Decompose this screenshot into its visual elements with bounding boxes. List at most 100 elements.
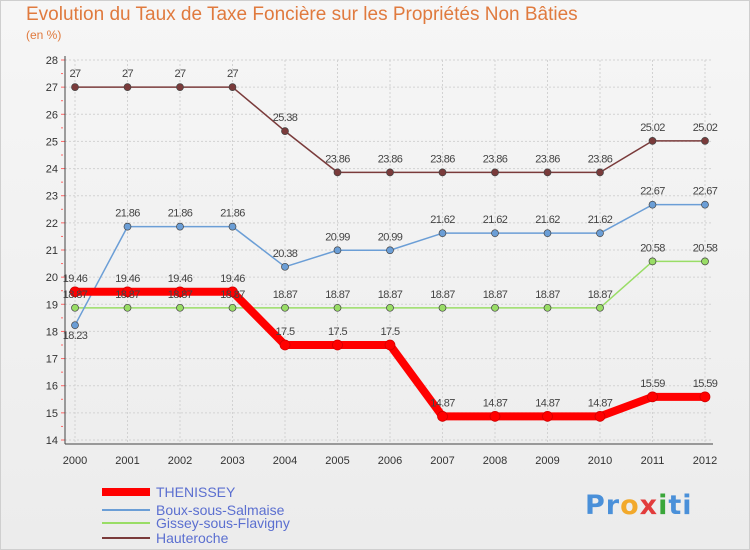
data-point	[386, 168, 394, 177]
logo-part: o	[620, 490, 640, 521]
data-label: 21.62	[430, 214, 455, 226]
x-tick-label: 2012	[693, 455, 717, 467]
legend-swatch-gissey-sous-flavigny	[102, 522, 150, 524]
x-tick-label: 2009	[535, 455, 559, 467]
data-point	[594, 411, 606, 422]
x-tick-label: 2004	[273, 455, 297, 467]
y-tick-label: 19	[46, 299, 58, 311]
data-label: 14.87	[483, 397, 508, 409]
data-label: 23.86	[430, 153, 455, 165]
data-label: 21.62	[588, 214, 613, 226]
data-point	[648, 137, 657, 145]
data-label: 21.62	[535, 214, 560, 226]
logo-part: Pr	[585, 490, 621, 521]
data-point	[701, 137, 709, 145]
data-label: 17.5	[275, 326, 294, 338]
data-point	[596, 303, 604, 312]
data-label: 20.58	[640, 242, 665, 254]
data-point	[491, 168, 499, 177]
data-label: 17.5	[380, 326, 399, 338]
legend-label: THENISSEY	[156, 484, 236, 500]
legend-label: Gissey-sous-Flavigny	[156, 515, 290, 531]
data-label: 18.87	[325, 289, 350, 301]
data-label: 18.87	[588, 289, 613, 301]
y-tick-label: 24	[46, 164, 58, 176]
data-point	[491, 303, 499, 312]
data-label: 20.99	[378, 231, 403, 243]
x-tick-label: 2010	[588, 455, 612, 467]
data-point	[384, 339, 396, 351]
y-tick-label: 28	[46, 55, 58, 67]
y-tick-label: 21	[46, 245, 58, 257]
data-point	[228, 83, 237, 91]
data-point	[438, 168, 447, 177]
data-point	[228, 222, 237, 231]
legend-label: Hauteroche	[156, 530, 229, 546]
data-point	[489, 411, 501, 422]
data-point	[176, 83, 184, 91]
data-point	[227, 286, 238, 298]
y-tick-label: 26	[46, 109, 58, 121]
data-label: 25.38	[273, 112, 298, 124]
data-point	[228, 303, 237, 312]
data-point	[71, 83, 79, 91]
data-label: 21.86	[168, 208, 193, 220]
data-point	[648, 257, 657, 266]
data-label: 21.86	[115, 208, 140, 220]
logo-part: x	[639, 490, 659, 521]
data-label: 23.86	[325, 153, 350, 165]
data-label: 23.86	[535, 153, 560, 165]
data-label: 23.86	[483, 153, 508, 165]
chart-unit-label: (en %)	[26, 28, 62, 42]
data-point	[71, 303, 79, 312]
data-point	[386, 246, 394, 255]
data-point	[699, 391, 711, 403]
data-label: 27	[122, 68, 134, 80]
data-label: 15.59	[640, 378, 665, 390]
x-tick-label: 2001	[115, 455, 139, 467]
data-label: 22.67	[640, 186, 665, 198]
legend-item: THENISSEY	[102, 484, 236, 500]
data-label: 18.87	[430, 289, 455, 301]
y-tick-label: 27	[46, 82, 58, 94]
x-tick-label: 2011	[641, 455, 665, 467]
x-tick-label: 2002	[168, 455, 192, 467]
data-label: 18.87	[168, 289, 193, 301]
y-tick-label: 23	[46, 191, 58, 203]
data-point	[701, 257, 709, 266]
data-point	[543, 229, 552, 238]
data-label: 22.67	[693, 186, 718, 198]
data-point	[281, 303, 289, 312]
data-label: 27	[69, 68, 81, 80]
y-tick-label: 17	[46, 354, 58, 366]
x-tick-label: 2003	[220, 455, 244, 467]
data-point	[279, 339, 291, 351]
legend-label: Boux-sous-Salmaise	[156, 502, 285, 518]
data-label: 23.86	[378, 153, 403, 165]
data-point	[491, 229, 499, 238]
data-point	[281, 262, 289, 271]
data-point	[648, 200, 657, 209]
data-label: 18.87	[220, 289, 245, 301]
y-tick-label: 16	[46, 381, 58, 393]
data-point	[543, 303, 552, 312]
data-point	[333, 303, 342, 312]
data-label: 20.38	[273, 248, 298, 260]
data-point	[386, 303, 394, 312]
data-label: 14.87	[535, 397, 560, 409]
chart-title: Evolution du Taux de Taxe Foncière sur l…	[26, 4, 578, 25]
logo-part: ti	[668, 490, 693, 521]
x-tick-label: 2007	[430, 455, 454, 467]
data-label: 18.87	[273, 289, 298, 301]
y-tick-label: 20	[46, 272, 58, 284]
data-label: 21.86	[220, 208, 245, 220]
y-tick-label: 22	[46, 218, 58, 230]
x-tick-label: 2000	[63, 455, 87, 467]
data-label: 25.02	[640, 122, 665, 134]
logo-part: i	[658, 490, 669, 521]
data-label: 20.99	[325, 231, 350, 243]
x-tick-label: 2008	[483, 455, 507, 467]
data-label: 19.46	[63, 273, 88, 285]
data-label: 23.86	[588, 153, 613, 165]
data-label: 21.62	[483, 214, 508, 226]
